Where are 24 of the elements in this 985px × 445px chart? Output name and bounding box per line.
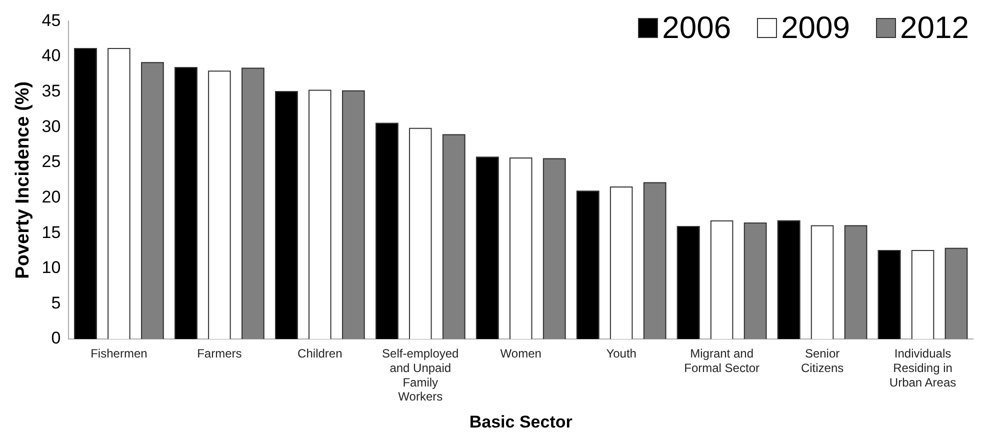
- y-tick-label: 25: [42, 152, 61, 172]
- y-axis-title: Poverty Incidence (%): [12, 81, 34, 279]
- x-tick-label: Women: [500, 346, 542, 361]
- legend-label: 2012: [900, 10, 969, 46]
- x-tick-label: Youth: [606, 346, 636, 361]
- x-tick-label: Children: [298, 346, 342, 361]
- y-tick-label: 30: [42, 116, 61, 136]
- legend-label: 2006: [662, 10, 732, 46]
- legend-label: 2009: [781, 10, 850, 46]
- x-tick-label: Self-employed and Unpaid Family Workers: [382, 346, 459, 404]
- y-tick-label: 40: [42, 46, 61, 66]
- y-tick-label: 45: [42, 10, 61, 30]
- y-tick-label: 10: [42, 258, 61, 278]
- y-tick-label: 35: [42, 82, 61, 101]
- x-axis-title: Basic Sector: [469, 412, 573, 432]
- y-tick-label: 15: [42, 222, 61, 242]
- x-tick-label: Senior Citizens: [800, 346, 844, 375]
- x-tick-label: Farmers: [197, 346, 242, 361]
- x-tick-label: Fishermen: [90, 346, 148, 361]
- y-tick-label: 0: [51, 328, 61, 348]
- y-tick-label: 20: [42, 187, 61, 206]
- y-tick-label: 5: [51, 293, 61, 312]
- x-tick-label: Migrant and Formal Sector: [684, 346, 760, 375]
- x-tick-label: Individuals Residing in Urban Areas: [889, 346, 956, 390]
